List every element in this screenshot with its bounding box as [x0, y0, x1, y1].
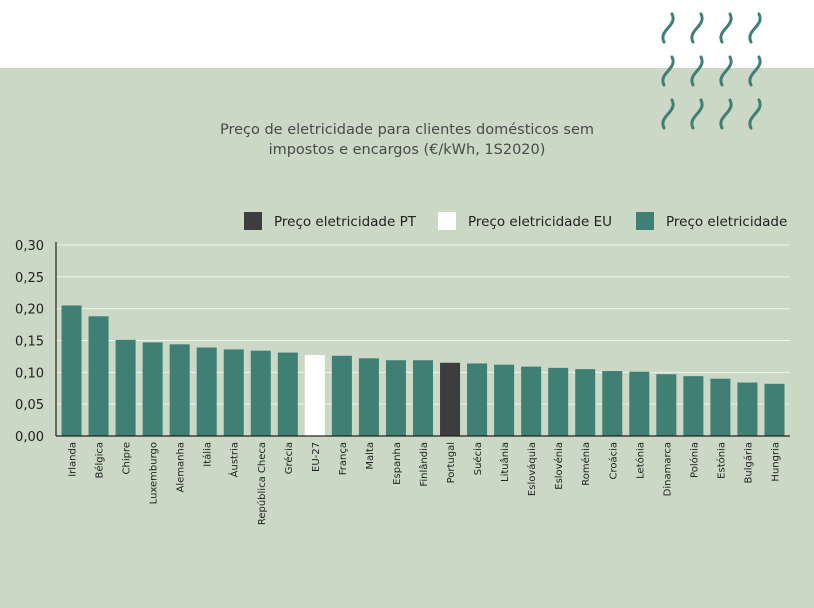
legend-swatch-2: [636, 212, 654, 230]
bar-9: [304, 355, 325, 436]
x-tick-label-20: Croácia: [607, 442, 619, 480]
bar-3: [142, 342, 163, 436]
x-tick-label-6: Áustria: [228, 442, 241, 477]
y-tick-label-4: 0,20: [15, 303, 44, 318]
chart-title-line-2: impostos e encargos (€/kWh, 1S2020): [268, 142, 546, 158]
chart-background-panel: [0, 68, 814, 608]
bar-22: [656, 374, 677, 436]
legend-label-1: Preço eletricidade EU: [468, 214, 612, 230]
x-tick-label-25: Bulgária: [742, 442, 754, 483]
wave-stroke-0: [661, 12, 675, 44]
x-tick-label-19: Roménia: [580, 442, 592, 486]
y-tick-label-3: 0,15: [15, 335, 44, 350]
bar-19: [575, 369, 596, 436]
x-tick-label-14: Portugal: [446, 442, 457, 483]
bar-21: [629, 371, 650, 436]
x-tick-label-24: Estónia: [715, 442, 727, 479]
x-tick-label-22: Dinamarca: [662, 442, 673, 496]
wave-decoration-icon: [661, 12, 762, 130]
x-tick-label-5: Itália: [202, 442, 214, 467]
x-tick-label-1: Bélgica: [94, 442, 106, 479]
x-tick-label-11: Malta: [365, 442, 376, 470]
x-tick-label-17: Eslováquia: [526, 442, 538, 496]
x-tick-label-13: Finlândia: [418, 442, 430, 487]
x-tick-label-7: República Checa: [256, 442, 268, 525]
bar-12: [385, 360, 406, 436]
x-tick-label-8: Grécia: [283, 442, 295, 474]
bar-18: [548, 367, 569, 436]
x-tick-label-4: Alemanha: [176, 442, 187, 492]
wave-stroke-10: [719, 98, 733, 130]
x-tick-label-18: Eslovénia: [553, 442, 565, 490]
x-tick-label-2: Chipre: [122, 442, 133, 475]
x-tick-label-10: França: [338, 442, 349, 475]
bar-16: [494, 364, 515, 436]
x-tick-label-0: Irlanda: [68, 442, 79, 477]
y-tick-label-2: 0,10: [15, 366, 44, 381]
wave-stroke-1: [690, 12, 704, 44]
wave-stroke-5: [690, 55, 704, 87]
wave-stroke-8: [661, 98, 675, 130]
chart-title: Preço de eletricidade para clientes domé…: [0, 120, 814, 160]
bar-20: [602, 371, 623, 436]
bar-4: [169, 344, 190, 436]
bar-8: [277, 352, 298, 436]
wave-stroke-4: [661, 55, 675, 87]
wave-stroke-9: [690, 98, 704, 130]
bar-24: [710, 378, 731, 436]
y-tick-label-1: 0,05: [15, 398, 44, 413]
bar-10: [331, 355, 352, 436]
wave-stroke-6: [719, 55, 733, 87]
x-tick-label-12: Espanha: [392, 442, 403, 485]
bar-7: [250, 350, 271, 436]
x-tick-label-15: Suécia: [472, 442, 484, 475]
x-tick-label-3: Luxemburgo: [149, 442, 160, 504]
y-tick-label-5: 0,25: [15, 271, 44, 286]
legend-swatch-0: [244, 212, 262, 230]
bar-23: [683, 376, 704, 436]
bar-6: [223, 349, 244, 436]
wave-stroke-2: [719, 12, 733, 44]
bar-1: [88, 316, 109, 436]
wave-stroke-7: [748, 55, 762, 87]
x-tick-label-26: Hungria: [770, 442, 781, 482]
bar-25: [737, 382, 758, 436]
legend-label-0: Preço eletricidade PT: [274, 214, 417, 230]
chart-title-line-1: Preço de eletricidade para clientes domé…: [219, 122, 595, 138]
wave-stroke-3: [748, 12, 762, 44]
legend-swatch-1: [438, 212, 456, 230]
bar-5: [196, 347, 217, 436]
y-tick-label-6: 0,30: [15, 239, 44, 254]
bar-13: [412, 360, 434, 436]
x-tick-label-23: Polónia: [688, 442, 700, 478]
x-tick-label-16: Lituânia: [499, 442, 511, 482]
x-tick-label-21: Letónia: [634, 442, 646, 479]
bar-14: [440, 362, 461, 436]
wave-stroke-11: [748, 98, 762, 130]
bar-2: [115, 339, 136, 436]
x-tick-label-9: EU-27: [311, 442, 322, 472]
bar-17: [521, 366, 542, 436]
bar-15: [467, 363, 488, 436]
bar-26: [764, 383, 785, 436]
y-tick-label-0: 0,00: [15, 430, 44, 445]
bar-0: [61, 305, 82, 436]
legend-label-2: Preço eletricidade: [666, 214, 787, 230]
bar-11: [358, 358, 379, 436]
